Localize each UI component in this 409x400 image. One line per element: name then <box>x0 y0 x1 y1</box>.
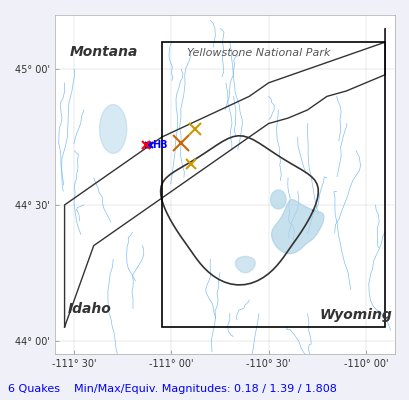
Polygon shape <box>270 190 285 209</box>
Polygon shape <box>235 256 254 273</box>
Text: HB: HB <box>152 140 167 150</box>
Polygon shape <box>99 104 126 153</box>
Text: Montana: Montana <box>69 45 137 59</box>
Bar <box>161 42 384 327</box>
Text: 6 Quakes    Min/Max/Equiv. Magnitudes: 0.18 / 1.39 / 1.808: 6 Quakes Min/Max/Equiv. Magnitudes: 0.18… <box>8 384 336 394</box>
Text: Wyoming: Wyoming <box>319 308 391 322</box>
Polygon shape <box>271 200 323 254</box>
Text: Yellowstone National Park: Yellowstone National Park <box>187 48 330 58</box>
Text: Idaho: Idaho <box>68 302 111 316</box>
